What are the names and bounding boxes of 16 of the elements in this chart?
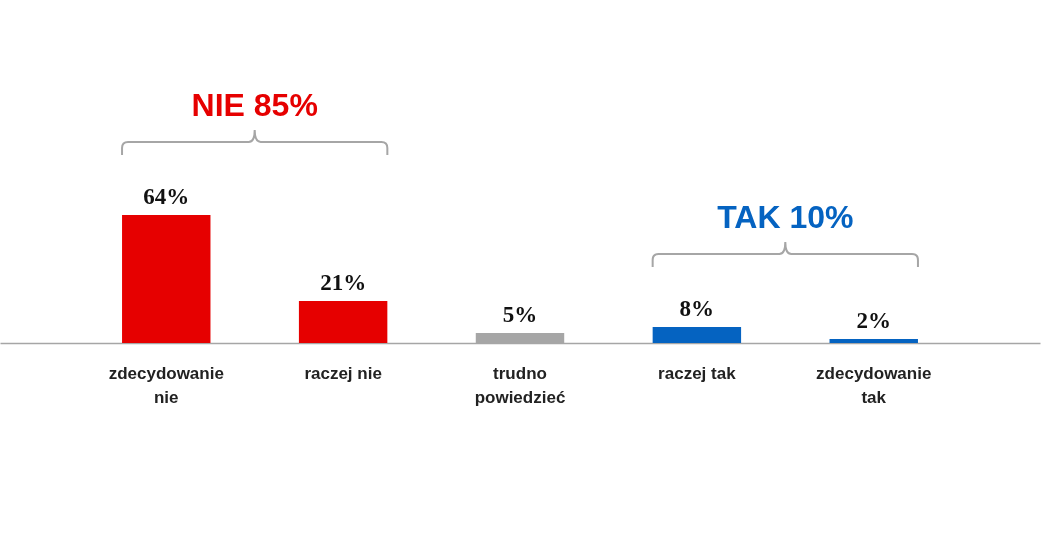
data-label: 21% [320, 270, 367, 295]
bar [298, 301, 388, 343]
x-tick-label: zdecydowanie tak [816, 363, 932, 407]
x-tick-label: raczej tak [658, 363, 737, 383]
annotation: TAK 10% [717, 199, 854, 235]
bar [652, 327, 742, 343]
x-tick-label: raczej nie [304, 363, 382, 383]
data-label: 2% [856, 308, 891, 333]
bar [829, 339, 918, 343]
bar [122, 215, 211, 343]
x-tick-label: zdecydowanie nie [108, 363, 224, 407]
text: NIE 85% [191, 87, 318, 123]
data-label: 8% [679, 296, 715, 321]
data-label: 64% [143, 184, 190, 209]
x-tick-label: trudno powiedzieć [474, 363, 566, 407]
data-label: 5% [502, 302, 538, 327]
